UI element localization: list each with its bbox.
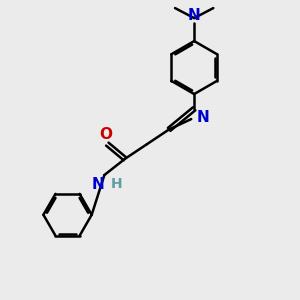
Text: N: N <box>188 8 200 23</box>
Text: N: N <box>92 177 104 192</box>
Text: H: H <box>110 177 122 191</box>
Text: N: N <box>196 110 209 125</box>
Text: O: O <box>99 127 112 142</box>
